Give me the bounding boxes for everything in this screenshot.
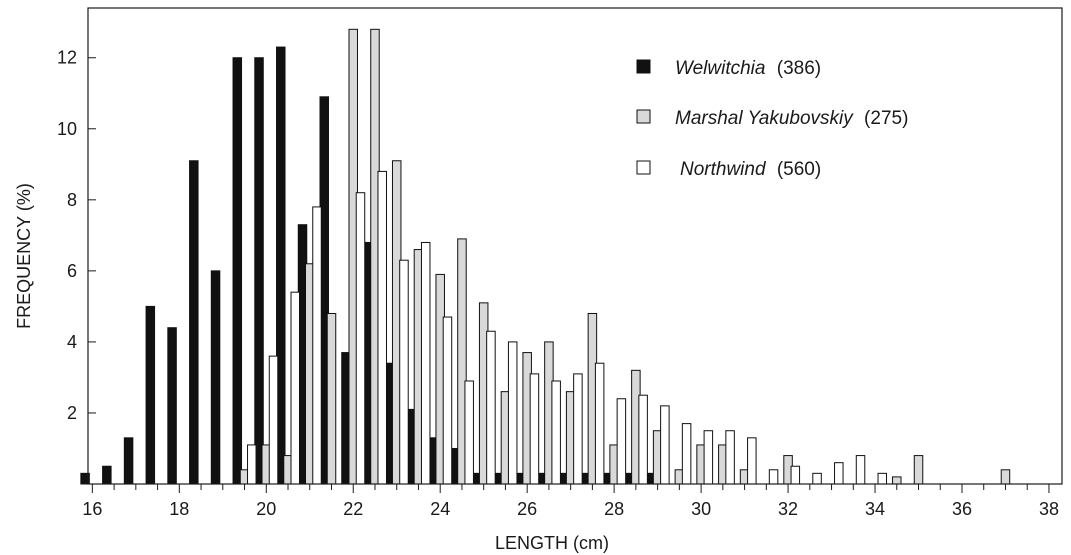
bar-northwind [268,355,279,485]
legend-swatch-welwitchia [636,59,651,74]
legend-count-marshal-yakubovskiy: (275) [864,108,908,129]
bar-northwind [573,373,583,485]
legend-count-welwitchia: (386) [777,58,821,79]
plot-frame [87,7,1063,485]
bar-northwind [725,430,735,485]
y-tick-label: 6 [67,261,77,281]
bar-northwind [247,444,257,485]
legend-item-marshal-yakubovskiy: Marshal Yakubovskiy (275) [636,108,908,129]
x-tick-label: 36 [952,499,972,519]
legend: Welwitchia (386) Marshal Yakubovskiy (27… [636,58,908,180]
bar-northwind [290,291,301,485]
bar-northwind [355,192,366,485]
bar-northwind [812,472,822,485]
y-tick-label: 4 [67,332,77,352]
bar-northwind [464,380,474,485]
bar-marshal-yakubovskiy [892,476,902,485]
bar-northwind [594,362,605,485]
x-tick-label: 30 [691,499,711,519]
bars-layer [80,28,1011,485]
y-tick-label: 12 [57,48,77,68]
bar-welwitchia [145,305,156,485]
svg-text:Marshal Yakubovskiy (2: Marshal Yakubovskiy (275) [675,108,908,129]
x-tick-label: 24 [430,499,450,519]
bar-northwind [529,373,540,485]
bar-northwind [768,469,779,485]
x-axis-title: LENGTH (cm) [495,533,609,553]
bar-northwind [551,380,561,485]
x-tick-label: 34 [865,499,885,519]
y-tick-label: 10 [57,119,77,139]
y-tick-label: 8 [67,190,77,210]
bar-northwind [399,259,409,485]
bar-marshal-yakubovskiy [913,455,924,485]
bar-northwind [420,241,431,485]
legend-label-marshal-yakubovskiy: Marshal Yakubovskiy [675,108,854,129]
bar-welwitchia [189,160,199,485]
bar-northwind [855,455,866,485]
x-tick-label: 26 [517,499,537,519]
svg-text:Welwitchia (386): Welwitchia (386) [675,58,821,79]
x-tick-label: 22 [343,499,363,519]
bar-welwitchia [167,327,177,485]
bar-northwind [681,423,692,485]
bar-northwind [377,170,387,485]
legend-label-northwind: Northwind [680,159,767,180]
x-tick-label: 38 [1039,499,1059,519]
y-axis-ticks: 2 4 6 8 10 12 [57,48,96,423]
bar-marshal-yakubovskiy [1000,469,1011,485]
x-tick-label: 18 [169,499,189,519]
x-tick-label: 20 [256,499,276,519]
bar-welwitchia [232,57,243,485]
y-tick-label: 2 [67,403,77,423]
bar-northwind [442,316,453,485]
legend-item-welwitchia: Welwitchia (386) [636,58,821,79]
bar-northwind [486,330,496,485]
legend-swatch-northwind [636,160,651,175]
bar-northwind [507,341,518,485]
legend-swatch-marshal-yakubovskiy [636,109,651,124]
x-tick-label: 28 [604,499,624,519]
bar-northwind [312,206,322,485]
bar-northwind [703,430,714,485]
bar-welwitchia [102,465,112,485]
bar-northwind [877,472,888,485]
svg-text:Northwind (560): Northwind (560) [680,159,821,180]
bar-marshal-yakubovskiy [326,312,337,485]
bar-northwind [660,405,670,485]
bar-northwind [790,465,801,485]
x-axis-ticks: 16 18 20 22 24 26 28 30 32 34 36 38 [82,484,1059,519]
legend-label-welwitchia: Welwitchia [675,58,765,79]
bar-welwitchia [123,437,134,485]
x-tick-label: 16 [82,499,102,519]
bar-welwitchia [210,270,221,485]
y-axis-title: FREQUENCY (%) [14,183,34,329]
bar-northwind [638,394,648,485]
bar-northwind [616,398,627,485]
legend-item-northwind: Northwind (560) [636,159,821,180]
bar-welwitchia [254,57,264,485]
bar-northwind [747,437,757,485]
bar-northwind [834,462,844,485]
legend-count-northwind: (560) [777,159,821,180]
bar-welwitchia [80,472,90,485]
x-tick-label: 32 [778,499,798,519]
